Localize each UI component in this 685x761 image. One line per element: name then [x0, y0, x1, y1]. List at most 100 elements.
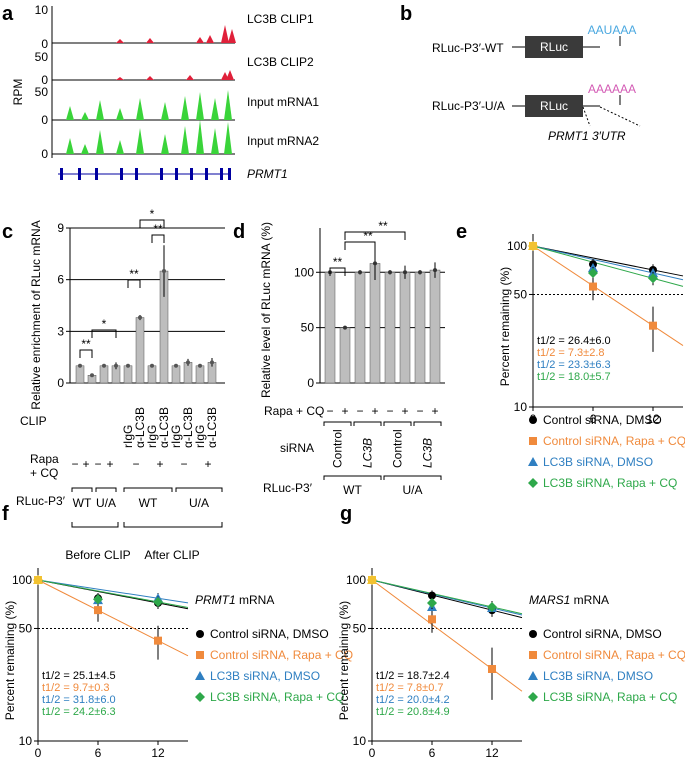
line-g-legend-label: Control siRNA, Rapa + CQ: [543, 648, 685, 662]
panel-a-top-tick: 10: [35, 3, 49, 17]
exon: [160, 168, 163, 180]
c-point: [102, 363, 106, 368]
c-construct-bracket: [175, 487, 223, 492]
track-peak: [81, 144, 89, 154]
d-bar: [369, 263, 381, 384]
d-point: [433, 268, 437, 273]
c-point: [114, 363, 118, 368]
track3-tick-low: 0: [41, 113, 48, 127]
c-table: rIgGα-LC3BrIgGα-LC3BrIgGα-LC3BrIgGα-LC3B…: [71, 407, 223, 528]
track-peak: [66, 138, 74, 154]
c-clip-value: rIgG: [121, 425, 135, 448]
track-peak: [196, 120, 204, 154]
line-g-legend-label: LC3B siRNA, DMSO: [543, 669, 653, 683]
line-f-xtick-label: 12: [151, 746, 165, 760]
c-construct-value: WT: [139, 496, 158, 510]
d-construct-value: WT: [343, 483, 362, 497]
wt-rluc-box: [525, 36, 583, 58]
line-e-ytick-label: 50: [514, 287, 528, 301]
track-peak: [116, 108, 124, 120]
d-sirna-bracket: [323, 421, 352, 426]
d-sirna-bracket: [383, 421, 412, 426]
panel-a: RPM 10 0 50 0 50 0 0 LC3B CLIP1 LC3B CLI…: [11, 3, 319, 181]
track-peak: [146, 76, 154, 80]
d-significance: ** ** **: [329, 219, 406, 276]
d-ytick-label: 100: [294, 265, 314, 279]
c-construct-bracket: [71, 487, 93, 492]
line-f-ytick-label: 100: [12, 573, 32, 587]
line-e-ytick-label: 100: [507, 239, 527, 253]
gene-exons: [60, 168, 231, 180]
c-group-bracket: [123, 522, 223, 528]
track-peak: [116, 140, 124, 154]
track-peak: [206, 35, 214, 43]
line-e-legend-label: LC3B siRNA, Rapa + CQ: [543, 476, 677, 490]
line-f-halflife: t1/2 = 25.1±4.5: [42, 670, 116, 682]
line-e-legend-label: Control siRNA, Rapa + CQ: [543, 434, 685, 448]
line-g-legend-label: LC3B siRNA, Rapa + CQ: [543, 690, 677, 704]
line-e-fit: [532, 245, 684, 347]
line-g-marker: [488, 665, 496, 674]
c-rapa-value: +: [156, 457, 163, 471]
c-point: [126, 363, 130, 368]
wt-rluc-label: RLuc: [540, 40, 568, 54]
exon: [175, 168, 178, 180]
track1-tick-low: 0: [41, 37, 48, 51]
c-bar: [123, 365, 133, 384]
line-e-halflife: t1/2 = 23.3±6.3: [537, 359, 611, 371]
d-bar: [354, 272, 366, 384]
line-f-legend-marker: [196, 630, 204, 638]
line-g-ytick-label: 10: [353, 734, 367, 748]
d-rapa-value: −: [386, 404, 393, 418]
d-sig-mark: **: [333, 255, 343, 269]
line-g-title: MARS1 mRNA: [529, 593, 609, 607]
d-point: [388, 270, 392, 275]
exon: [120, 168, 123, 180]
c-rapa-value: −: [180, 457, 187, 471]
c-ylabel: Relative enrichment of RLuc mRNA: [29, 220, 43, 409]
track2-tick-low: 0: [41, 73, 48, 87]
c-bar: [171, 365, 181, 384]
line-f-legend-label: LC3B siRNA, DMSO: [210, 669, 320, 683]
line-f-ytick-label: 10: [19, 734, 33, 748]
c-clip-value: rIgG: [193, 425, 207, 448]
track-peak: [96, 130, 104, 154]
line-f-legend-marker: [196, 651, 204, 659]
c-rapa-value: −: [94, 457, 101, 471]
gene-label: PRMT1: [247, 167, 288, 181]
ua-rluc-box: [525, 95, 583, 117]
d-point: [343, 325, 347, 330]
track-peak: [181, 126, 189, 154]
d-bar: [414, 272, 426, 384]
d-rapa-value: +: [401, 404, 408, 418]
wt-seq: AAUAAA: [588, 23, 637, 37]
line-g-legend-marker: [529, 630, 537, 638]
c-bar: [75, 365, 85, 384]
d-ylabel: Relative level of RLuc mRNA (%): [259, 222, 273, 398]
d-sirna-value: Control: [391, 429, 405, 468]
line-e-halflife: t1/2 = 7.3±2.8: [537, 347, 605, 359]
panel-g: Percent remaining (%)10 50 100 0 6 12 MARS1 mR…: [337, 568, 685, 760]
line-f-fit: [37, 579, 189, 657]
line-e-marker: [648, 273, 658, 284]
line-e-legend-marker: [529, 437, 537, 445]
line-g-legend-marker: [528, 671, 538, 680]
c-point: [90, 373, 94, 378]
d-ytick-label: 0: [307, 376, 314, 390]
ua-rluc-label: RLuc: [540, 99, 568, 113]
line-e-marker: [528, 241, 538, 251]
d-rapa-value: −: [416, 404, 423, 418]
c-point: [138, 315, 142, 320]
panel-label-f: f: [2, 503, 9, 525]
line-e-halflife: t1/2 = 26.4±6.0: [537, 335, 611, 347]
c-bar: [135, 317, 145, 384]
line-e-marker: [588, 267, 598, 278]
c-clip-value: α-LC3B: [205, 407, 219, 448]
track-peak: [196, 92, 204, 120]
panel-e: Percent remaining (%)10501000612t1/2 = 2…: [498, 234, 685, 490]
c-construct-value: WT: [73, 496, 92, 510]
line-g-fit: [371, 579, 523, 692]
